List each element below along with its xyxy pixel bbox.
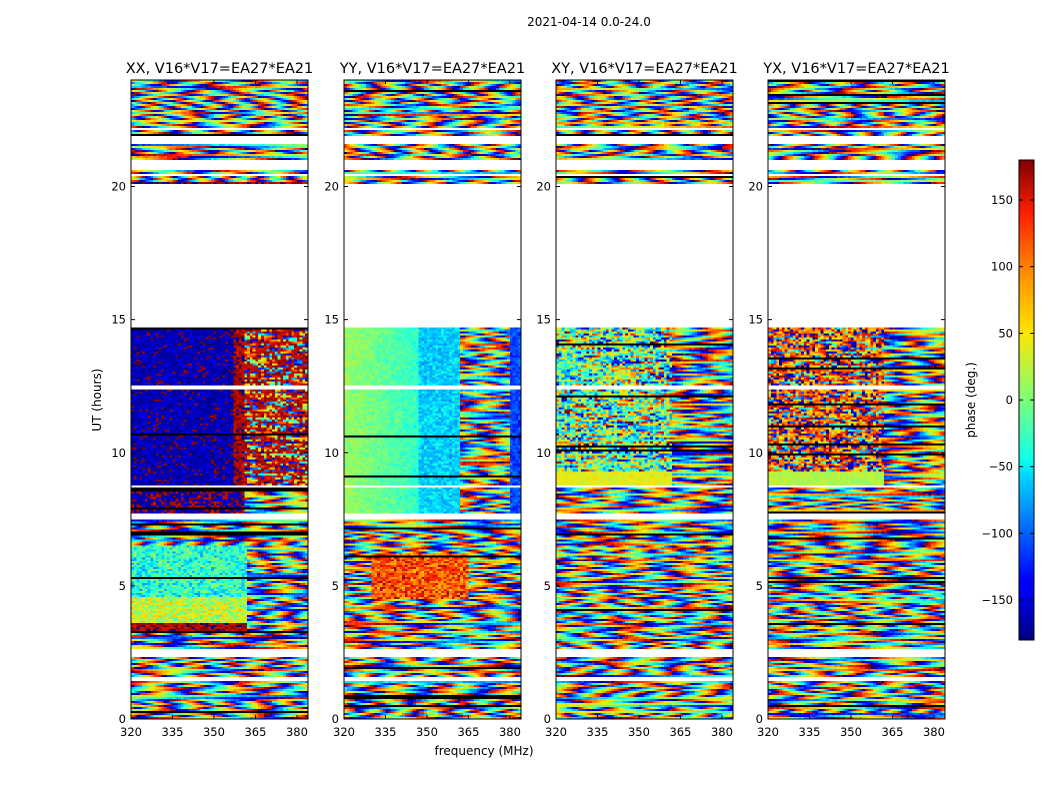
colorbar-tick-label: 0 (1006, 393, 1013, 407)
x-tick-label: 365 (457, 725, 479, 739)
heatmap-xx (131, 80, 308, 719)
x-tick-label: 350 (840, 725, 862, 739)
heatmap-yy (344, 80, 521, 719)
colorbar-tick-label: −100 (981, 526, 1013, 540)
y-tick-label: 20 (536, 180, 551, 194)
x-tick-label: 350 (416, 725, 438, 739)
y-tick-label: 15 (536, 313, 551, 327)
y-tick-label: 5 (756, 579, 763, 593)
y-tick-label: 0 (119, 712, 126, 726)
y-tick-label: 20 (748, 180, 763, 194)
panel-title: XY, V16*V17=EA27*EA21 (551, 61, 737, 77)
x-tick-label: 320 (333, 725, 355, 739)
panel-yy: YY, V16*V17=EA27*EA21 320 335 350 365 380 0 5 10… (324, 61, 525, 739)
y-tick-label: 10 (748, 446, 763, 460)
y-tick-label: 0 (544, 712, 551, 726)
colorbar: 150 100 50 0 −50 −100 −150 phase (deg.) (964, 159, 1035, 641)
panel-frame (343, 79, 522, 720)
y-tick-label: 20 (111, 180, 126, 194)
y-tick-label: 5 (544, 579, 551, 593)
heatmap-xy (556, 80, 733, 719)
panel-title: YX, V16*V17=EA27*EA21 (762, 61, 949, 77)
x-tick-label: 335 (587, 725, 609, 739)
colorbar-tick-label: 50 (998, 326, 1013, 340)
panel-frame (130, 79, 309, 720)
y-tick-label: 5 (119, 579, 126, 593)
y-tick-label: 15 (111, 313, 126, 327)
x-tick-label: 335 (375, 725, 397, 739)
y-tick-label: 10 (324, 446, 339, 460)
panel-xx: XX, V16*V17=EA27*EA21 320 335 350 365 380 0 5 10… (111, 61, 313, 739)
y-tick-label: 10 (536, 446, 551, 460)
x-tick-label: 335 (162, 725, 184, 739)
x-tick-label: 380 (499, 725, 521, 739)
colorbar-ticks: 150 100 50 0 −50 −100 −150 (981, 193, 1034, 607)
x-tick-label: 365 (669, 725, 691, 739)
x-tick-label: 380 (711, 725, 733, 739)
panels: XX, V16*V17=EA27*EA21 320 335 350 365 380 0 5 10… (111, 61, 949, 739)
y-tick-label: 15 (748, 313, 763, 327)
x-tick-label: 380 (923, 725, 945, 739)
panel-frame (767, 79, 946, 720)
y-tick-label: 0 (332, 712, 339, 726)
heatmap-yx (768, 80, 945, 719)
panel-yx: YX, V16*V17=EA27*EA21 320 335 350 365 380 0 5 10… (748, 61, 949, 739)
panel-frame (555, 79, 734, 720)
x-tick-label: 320 (545, 725, 567, 739)
panel-title: XX, V16*V17=EA27*EA21 (126, 61, 314, 77)
panel-xy: XY, V16*V17=EA27*EA21 320 335 350 365 380 0 5 10… (536, 61, 737, 739)
colorbar-label: phase (deg.) (964, 362, 978, 438)
x-tick-label: 365 (244, 725, 266, 739)
x-tick-label: 320 (757, 725, 779, 739)
colorbar-tick-label: −150 (981, 593, 1013, 607)
x-tick-label: 335 (799, 725, 821, 739)
x-tick-label: 380 (286, 725, 308, 739)
y-tick-label: 20 (324, 180, 339, 194)
x-axis-label: frequency (MHz) (434, 744, 533, 758)
colorbar-tick-label: 150 (991, 193, 1013, 207)
colorbar-tick-label: −50 (989, 460, 1013, 474)
y-axis-label: UT (hours) (90, 368, 104, 431)
x-tick-label: 320 (120, 725, 142, 739)
figure-title: 2021-04-14 0.0-24.0 (527, 15, 651, 29)
y-tick-label: 0 (756, 712, 763, 726)
x-tick-label: 350 (628, 725, 650, 739)
x-tick-label: 365 (881, 725, 903, 739)
panel-title: YY, V16*V17=EA27*EA21 (339, 61, 525, 77)
colorbar-tick-label: 100 (991, 260, 1013, 274)
x-tick-label: 350 (203, 725, 225, 739)
y-tick-label: 10 (111, 446, 126, 460)
y-tick-label: 5 (332, 579, 339, 593)
y-tick-label: 15 (324, 313, 339, 327)
